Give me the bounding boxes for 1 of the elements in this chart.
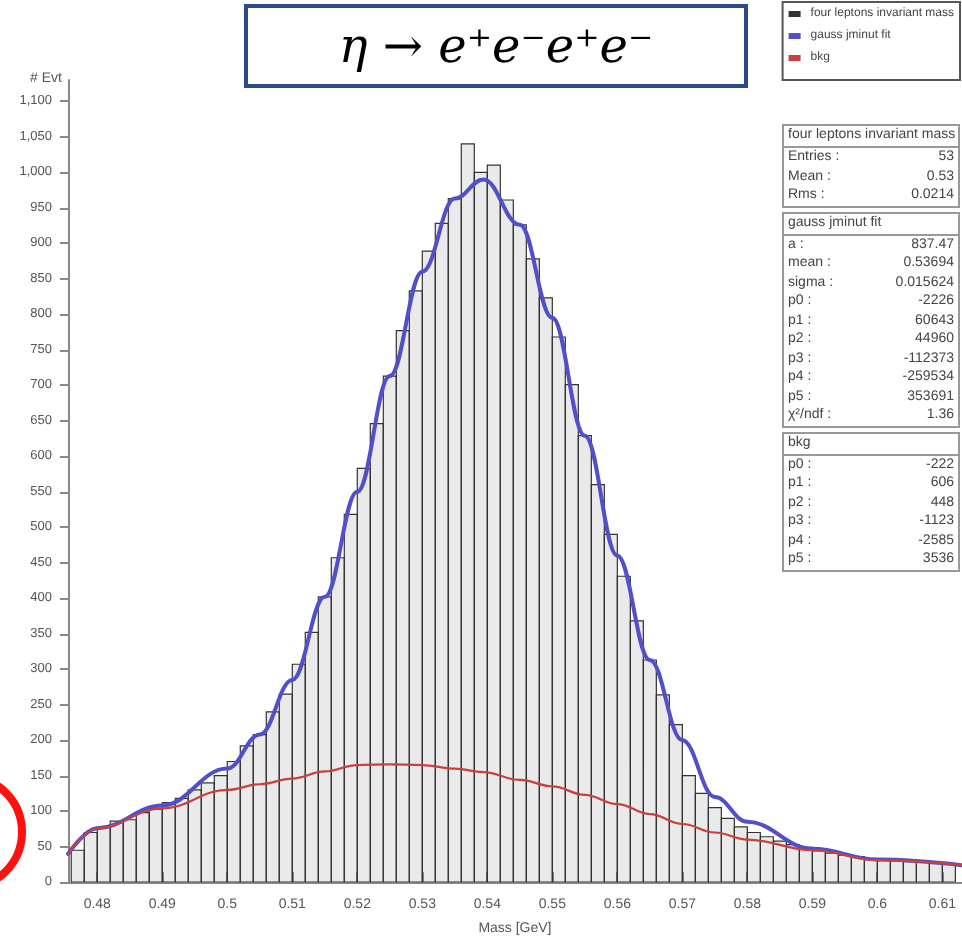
chart-title: η → e⁺e⁻e⁺e⁻: [244, 4, 748, 88]
